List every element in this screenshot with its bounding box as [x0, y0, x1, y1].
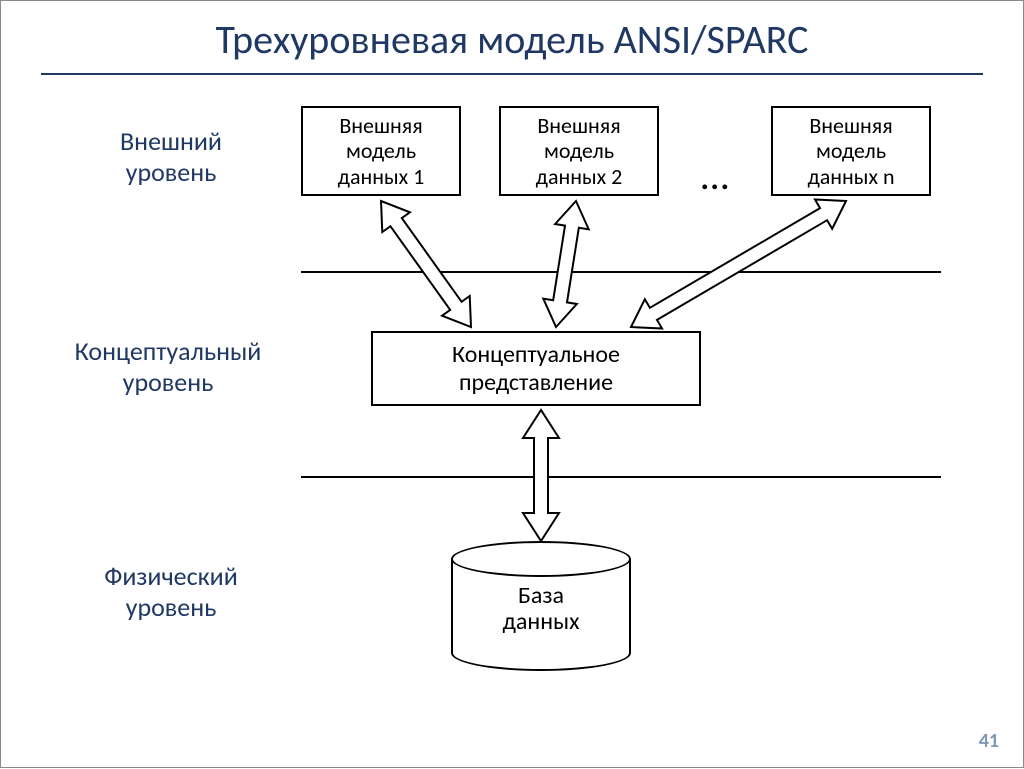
page-title: Трехуровневая модель ANSI/SPARC	[1, 15, 1023, 64]
ellipsis: …	[701, 151, 729, 200]
box-external-model-2: Внешняя модель данных 2	[499, 106, 659, 196]
slide: Трехуровневая модель ANSI/SPARC Внешний …	[0, 0, 1024, 768]
label-physical-level: Физический уровень	[71, 561, 271, 623]
box-line: данных 1	[338, 163, 425, 190]
label-line: Концептуальный	[75, 335, 262, 367]
box-line: Внешняя	[537, 112, 620, 139]
cylinder-top	[451, 541, 631, 577]
box-line: модель	[816, 137, 886, 164]
label-line: уровень	[126, 156, 217, 188]
box-line: модель	[544, 137, 614, 164]
db-line: данных	[503, 607, 580, 636]
db-line: База	[518, 581, 564, 610]
box-external-model-1: Внешняя модель данных 1	[301, 106, 461, 196]
box-line: Внешняя	[809, 112, 892, 139]
label-line: Физический	[104, 560, 238, 592]
label-conceptual-level: Концептуальный уровень	[43, 336, 293, 398]
database-label: База данных	[451, 583, 631, 636]
box-line: данных n	[807, 163, 894, 190]
cylinder-bottom-mask	[453, 635, 629, 653]
page-number: 41	[979, 729, 999, 753]
label-line: уровень	[123, 366, 214, 398]
separator-line-1	[301, 271, 941, 273]
database-cylinder: База данных	[451, 541, 631, 671]
box-external-model-n: Внешняя модель данных n	[771, 106, 931, 196]
box-line: Внешняя	[339, 112, 422, 139]
box-line: Концептуальное	[452, 340, 620, 369]
label-line: Внешний	[120, 125, 222, 157]
box-line: модель	[346, 137, 416, 164]
separator-line-2	[301, 476, 941, 478]
title-underline	[41, 73, 983, 75]
box-line: данных 2	[536, 163, 623, 190]
label-line: уровень	[126, 591, 217, 623]
box-conceptual-representation: Концептуальное представление	[371, 331, 701, 406]
box-line: представление	[459, 368, 613, 397]
label-external-level: Внешний уровень	[71, 126, 271, 188]
